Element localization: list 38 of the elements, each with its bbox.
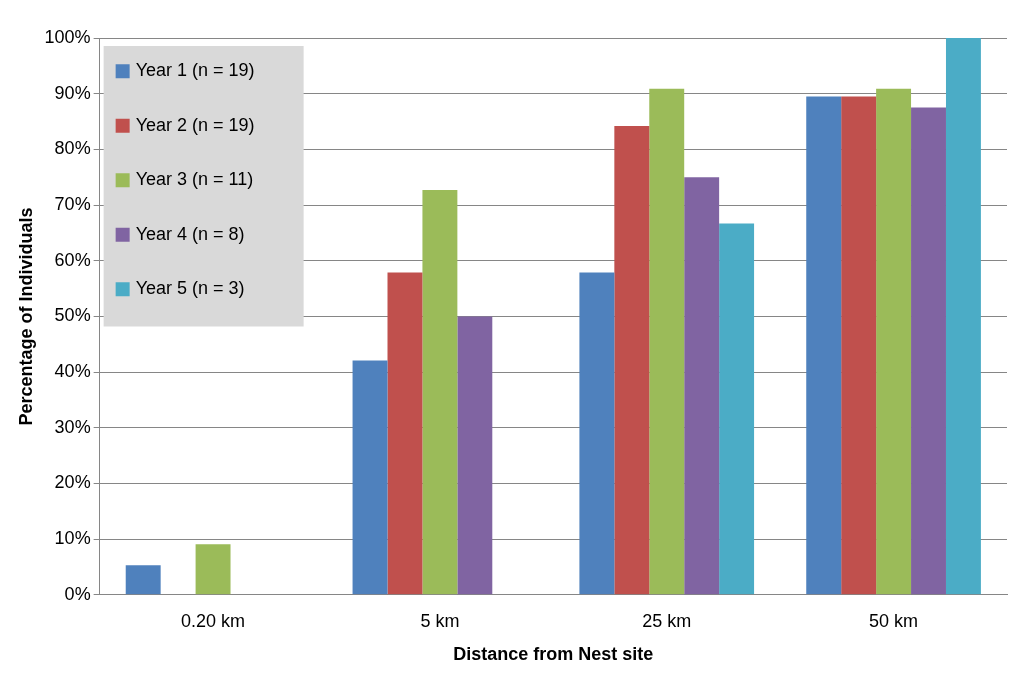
bar	[125, 565, 161, 595]
x-axis-title: Distance from Nest site	[453, 644, 654, 665]
y-tick-label: 10%	[54, 528, 91, 549]
legend-label: Year 4 (n = 8)	[135, 223, 245, 244]
bar	[457, 316, 493, 595]
y-tick-label: 50%	[54, 305, 91, 326]
y-tick-label: 100%	[44, 26, 91, 47]
y-tick-label: 90%	[54, 82, 91, 103]
bar	[649, 88, 685, 595]
legend-label: Year 1 (n = 19)	[135, 60, 255, 81]
bar	[719, 223, 755, 595]
y-tick-label: 30%	[54, 416, 91, 437]
bar	[684, 177, 720, 595]
bar	[387, 272, 423, 595]
y-tick-label: 70%	[54, 194, 91, 215]
x-tick-label: 25 km	[642, 610, 692, 631]
x-tick-label: 5 km	[420, 610, 460, 631]
bar	[614, 125, 650, 595]
y-axis-title: Percentage of Individuals	[15, 207, 36, 426]
y-tick-label: 60%	[54, 249, 91, 270]
bar	[911, 107, 946, 595]
x-tick-label: 0.20 km	[181, 610, 246, 631]
y-tick-label: 20%	[54, 472, 91, 493]
y-tick-label: 80%	[54, 138, 91, 159]
y-tick-label: 40%	[54, 361, 91, 382]
bar	[579, 272, 615, 595]
bar	[945, 38, 981, 595]
bar	[352, 360, 388, 595]
legend-label: Year 3 (n = 11)	[135, 169, 254, 190]
bar	[806, 96, 842, 595]
bar	[195, 544, 231, 595]
bar	[841, 96, 877, 595]
bar	[422, 190, 458, 595]
legend-label: Year 5 (n = 3)	[135, 278, 245, 299]
bar	[876, 88, 912, 595]
y-tick-label: 0%	[64, 583, 91, 604]
x-tick-label: 50 km	[869, 610, 919, 631]
legend-label: Year 2 (n = 19)	[135, 114, 255, 135]
